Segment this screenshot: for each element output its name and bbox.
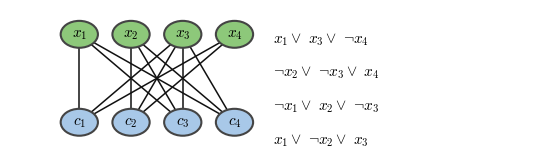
Ellipse shape [164, 109, 201, 136]
Text: $x_2$: $x_2$ [123, 27, 139, 42]
Text: $x_3$: $x_3$ [175, 27, 190, 42]
Text: $\neg x_2 \vee\ \neg x_3 \vee\ x_4$: $\neg x_2 \vee\ \neg x_3 \vee\ x_4$ [273, 65, 380, 81]
Text: $x_1$: $x_1$ [72, 27, 87, 42]
Text: $c_4$: $c_4$ [228, 115, 242, 130]
Ellipse shape [61, 21, 98, 48]
Text: $x_1 \vee\ x_3 \vee\ \neg x_4$: $x_1 \vee\ x_3 \vee\ \neg x_4$ [273, 31, 369, 48]
Text: $x_4$: $x_4$ [227, 27, 243, 42]
Text: $c_3$: $c_3$ [176, 115, 189, 130]
Ellipse shape [61, 109, 98, 136]
Text: $x_1 \vee\ \neg x_2 \vee\ x_3$: $x_1 \vee\ \neg x_2 \vee\ x_3$ [273, 132, 369, 149]
Ellipse shape [216, 109, 253, 136]
Text: $c_2$: $c_2$ [125, 115, 138, 130]
Ellipse shape [216, 21, 253, 48]
Ellipse shape [113, 109, 150, 136]
Ellipse shape [164, 21, 201, 48]
Text: $\neg x_1 \vee\ x_2 \vee\ \neg x_3$: $\neg x_1 \vee\ x_2 \vee\ \neg x_3$ [273, 98, 379, 115]
Ellipse shape [113, 21, 150, 48]
Text: $c_1$: $c_1$ [73, 115, 86, 130]
